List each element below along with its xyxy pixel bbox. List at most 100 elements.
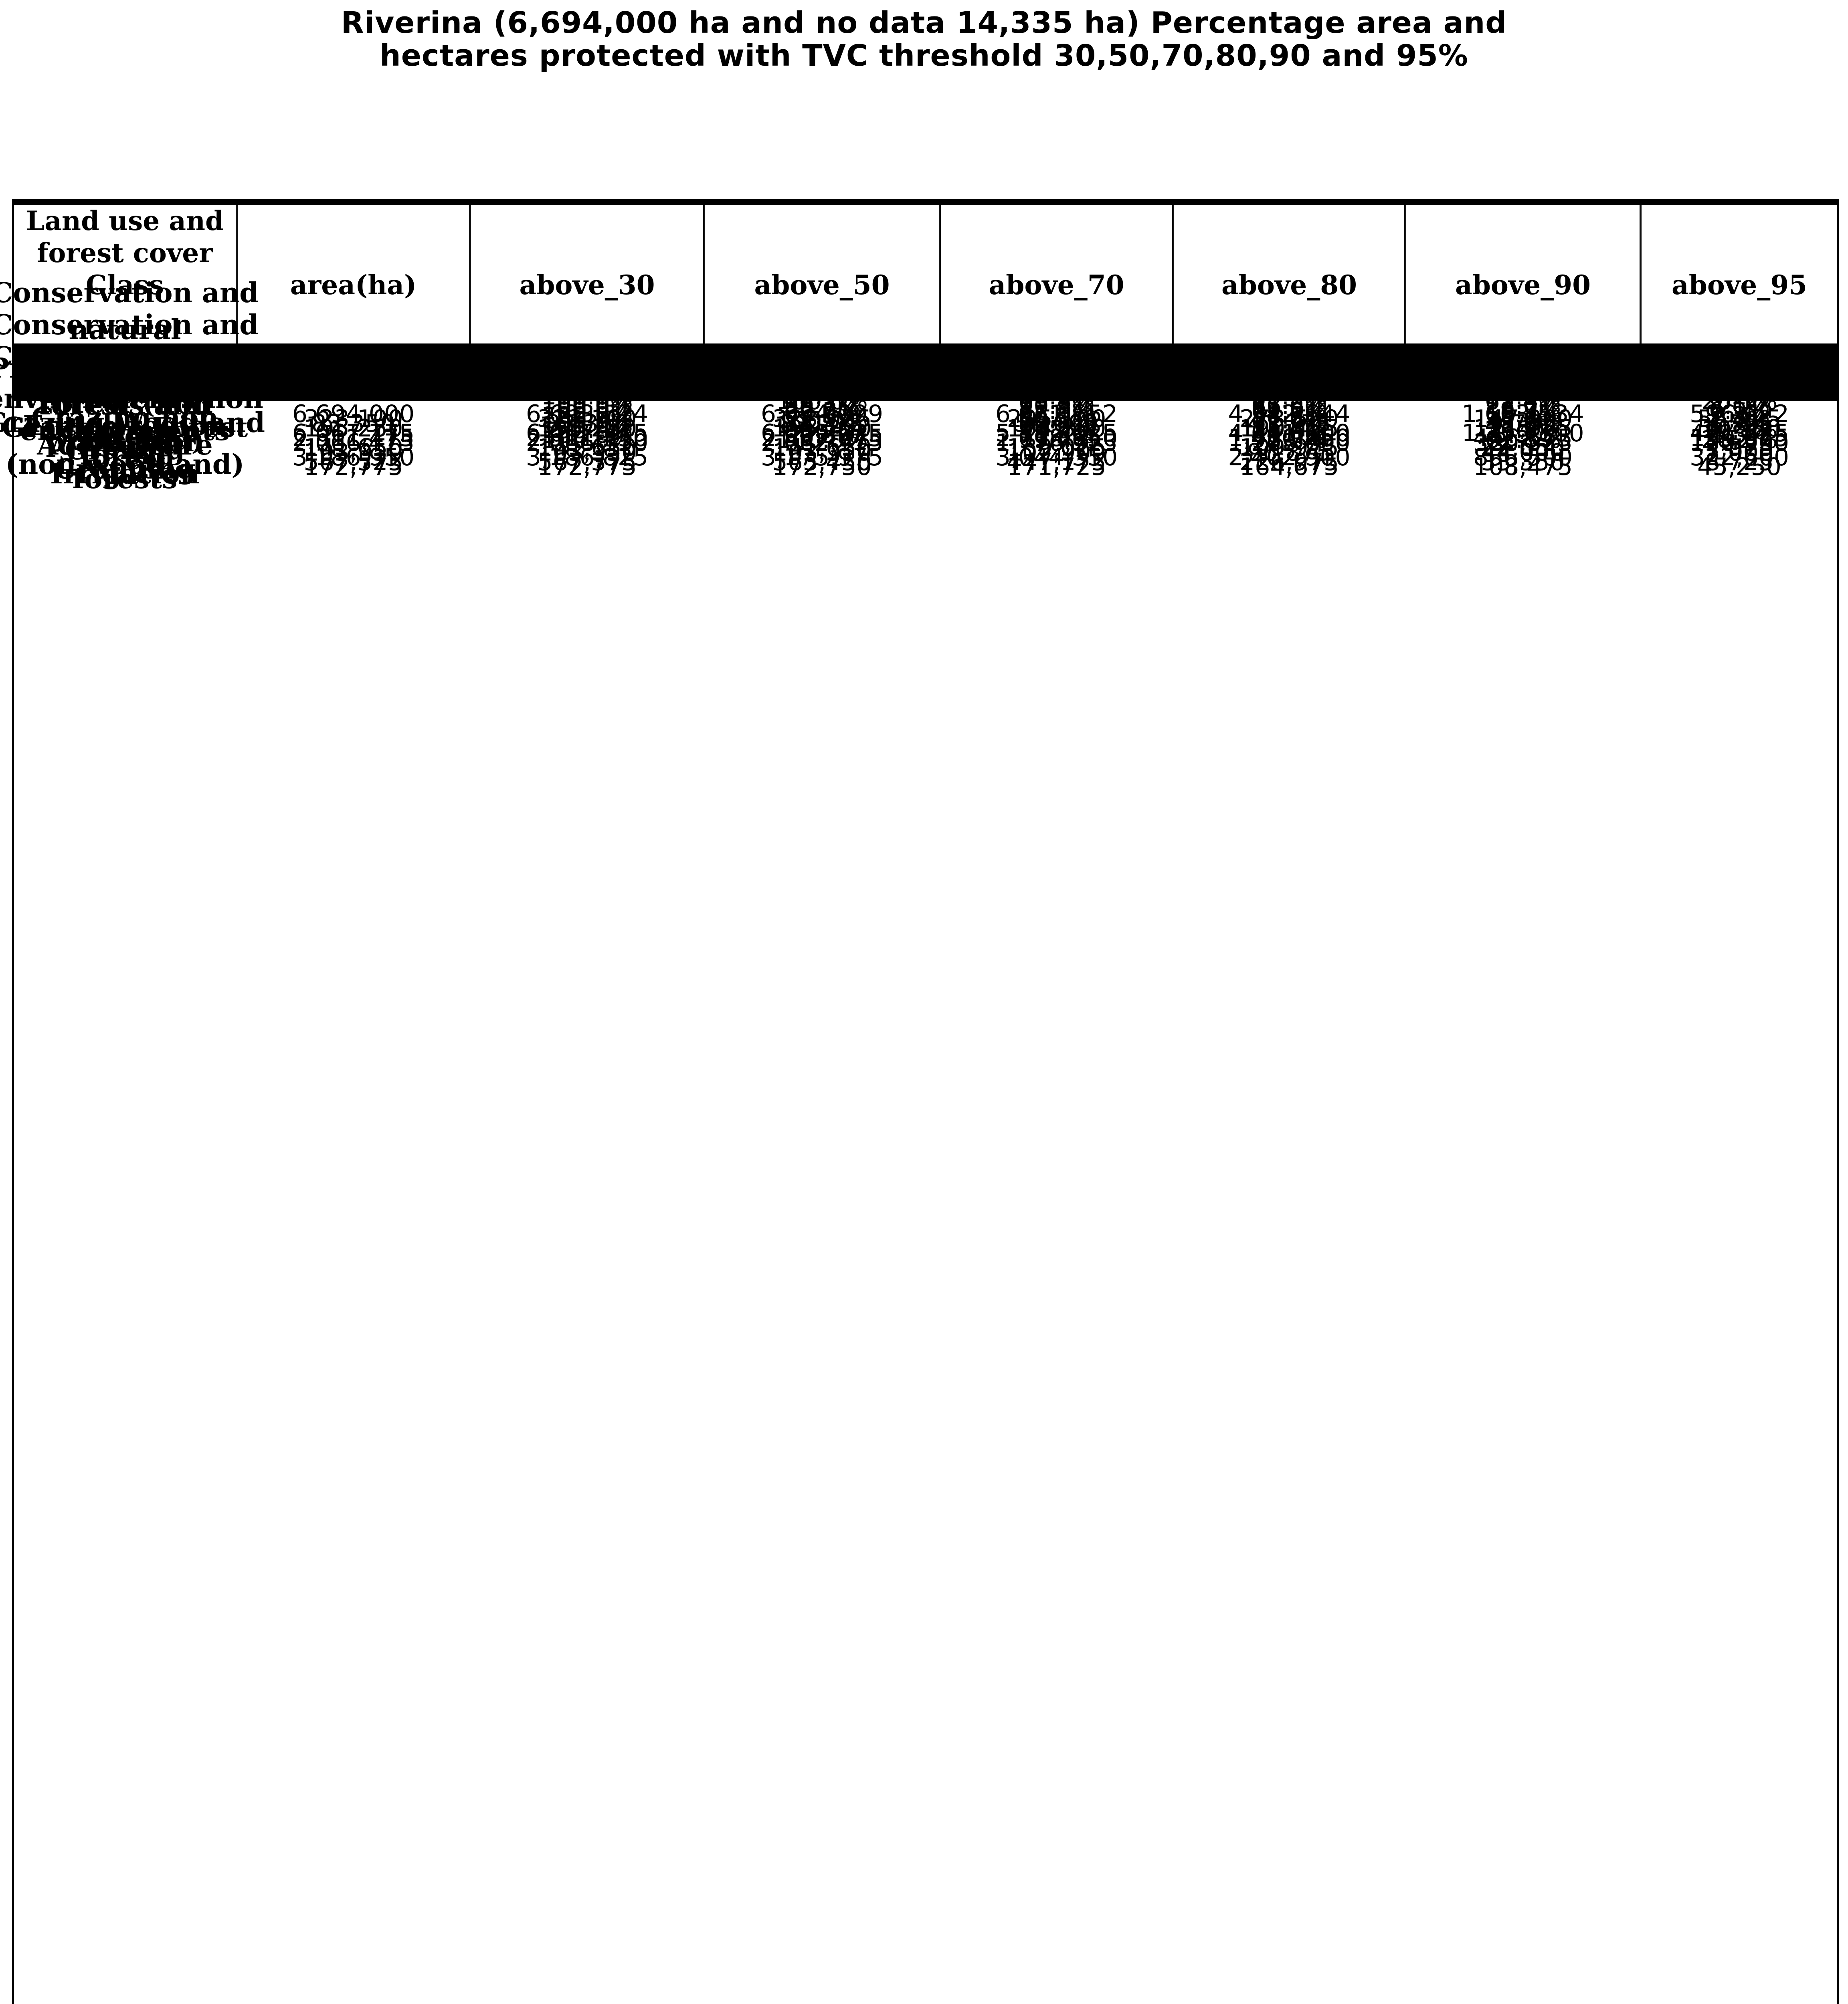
hectares-value: 1,776,925: [995, 429, 1118, 457]
row-label: Grazing Woodland forest: [0, 382, 265, 478]
percent-value: 1.4%: [1708, 406, 1770, 434]
percent-value: 99.7%: [784, 416, 860, 444]
percent-value: 100.0%: [541, 392, 633, 420]
percent-value: 99.3%: [784, 421, 860, 449]
percent-value: 26.2%: [1701, 426, 1778, 454]
label-line: Forest (non: [37, 388, 213, 420]
row-label: Conservation and natural environments Fores…: [0, 277, 259, 459]
percent-value: 100.0%: [541, 426, 633, 454]
hectares-value: 273,550: [1239, 405, 1339, 433]
hectares-value: 45,250: [1697, 453, 1781, 481]
label-line: Conservation and: [0, 341, 259, 373]
area-value: 2,066,475: [292, 429, 415, 457]
percent-value: 99.9%: [784, 382, 860, 410]
percent-value: 22.0%: [1484, 392, 1561, 420]
hectares-value: 446,575: [1473, 424, 1573, 452]
area-value: 2,311,475: [292, 424, 415, 452]
row-label: Grazing: [14, 372, 236, 469]
header-cell-above-50: above_50: [705, 205, 941, 343]
hectares-value: 41,775: [1247, 410, 1331, 438]
label-line: environments: [20, 351, 230, 383]
percent-value: 100.0%: [541, 397, 633, 425]
hectares-value: 323,100: [537, 405, 637, 433]
percent-value: 100.0%: [776, 378, 868, 406]
area-value: 172,775: [303, 453, 403, 481]
hectares-value: 56,925: [1697, 405, 1781, 433]
percent-value: 61.0%: [1251, 397, 1328, 425]
hectares-value: 109,975: [1239, 434, 1339, 462]
header-above95-label: above_95: [1671, 269, 1808, 301]
percent-value: 90.8%: [1018, 392, 1095, 420]
row-label: Grazing - Forest (non woodland): [2, 387, 248, 483]
percent-value: 93.7%: [1251, 411, 1328, 439]
hectares-value: 141,650: [537, 434, 637, 462]
percent-value: 99.8%: [784, 397, 860, 425]
hectares-value: 491,225: [1689, 419, 1789, 447]
area-value: 6,067,775: [292, 419, 415, 447]
percent-value: 100.0%: [776, 426, 868, 454]
header-cell-area: area(ha): [238, 205, 471, 343]
percent-value: 15.6%: [1484, 406, 1561, 434]
header-cell-above-80: above_80: [1174, 205, 1406, 343]
hectares-value: 195,250: [772, 414, 872, 442]
area-value: 83,350: [311, 410, 396, 438]
hectares-value: 2,062,975: [760, 429, 884, 457]
area-value: 141,650: [303, 434, 403, 462]
hectares-value: 103,350: [537, 438, 637, 467]
hectares-value: 150,900: [1689, 429, 1789, 457]
percent-value: 100.0%: [776, 387, 868, 415]
header-cell-above-30: above_30: [471, 205, 705, 343]
area-value: 323,100: [303, 405, 403, 433]
hectares-value: 7,000: [1705, 438, 1774, 467]
row-label: Production native forests and plantation fo…: [0, 352, 261, 497]
data-table: Land use and forest cover Class area(ha) a…: [0, 199, 1839, 2004]
label-line: natural: [69, 346, 181, 378]
hectares-value: 447,175: [1007, 448, 1106, 476]
hectares-value: 44,000: [1481, 438, 1565, 467]
percent-value: 26.1%: [1701, 387, 1778, 415]
percent-value: 91.3%: [1018, 378, 1095, 406]
label-line: forest: [80, 439, 170, 471]
percent-value: 75.4%: [1251, 416, 1328, 444]
hectares-value: 108,475: [1473, 453, 1573, 481]
header-above50-label: above_50: [754, 269, 890, 301]
percent-value: 100.0%: [541, 416, 633, 444]
percent-value: 95.3%: [1251, 426, 1328, 454]
hectares-value: 6,674,099: [760, 400, 884, 428]
percent-value: 62.4%: [1484, 387, 1561, 415]
percent-value: 40.0%: [1251, 421, 1328, 449]
label-line: plantation: [46, 426, 204, 458]
label-line: Conservation and: [0, 309, 259, 341]
percent-value: 98.1%: [1018, 406, 1095, 434]
percent-value: 95.5%: [1018, 416, 1095, 444]
percent-value: 77.6%: [1251, 406, 1328, 434]
percent-value: 45.5%: [1484, 378, 1561, 406]
table-row: Agriculture 6,067,775 100.0% 6,067,375 99…: [14, 368, 1837, 461]
label-line: environments: [20, 415, 230, 447]
hectares-value: 4,041,600: [1228, 419, 1351, 447]
header-cell-class: Land use and forest cover Class: [14, 205, 238, 343]
hectares-value: 567,375: [537, 448, 637, 476]
hectares-value: 56,000: [1014, 410, 1099, 438]
label-line: Grazing: [65, 434, 185, 466]
area-value: 3,186,950: [292, 443, 415, 471]
percent-value: 17.6%: [1701, 378, 1778, 406]
hectares-value: 380,525: [1473, 429, 1573, 457]
hectares-value: 172,775: [537, 453, 637, 481]
hectares-value: 4,542,644: [1228, 400, 1351, 428]
percent-value: 100.0%: [541, 382, 633, 410]
percent-value: 97.5%: [1251, 387, 1328, 415]
page-title-line1: Riverina (6,694,000 ha and no data 14,33…: [341, 6, 1507, 40]
hectares-value: 9,775: [1488, 410, 1557, 438]
header-area-label: area(ha): [290, 269, 417, 301]
percent-value: 5.9%: [1492, 421, 1554, 449]
table-row: Cropping 3,186,950 100.0% 3,186,825 99.7%…: [14, 392, 1837, 485]
hectares-value: 226,975: [1239, 448, 1339, 476]
row-label: Cropping: [14, 392, 236, 488]
label-line: Production native: [0, 352, 261, 384]
hectares-value: 323,025: [772, 405, 872, 433]
percent-value: 50.1%: [1251, 382, 1328, 410]
percent-value: 86.0%: [1018, 402, 1095, 430]
hectares-value: 194,800: [1007, 414, 1106, 442]
